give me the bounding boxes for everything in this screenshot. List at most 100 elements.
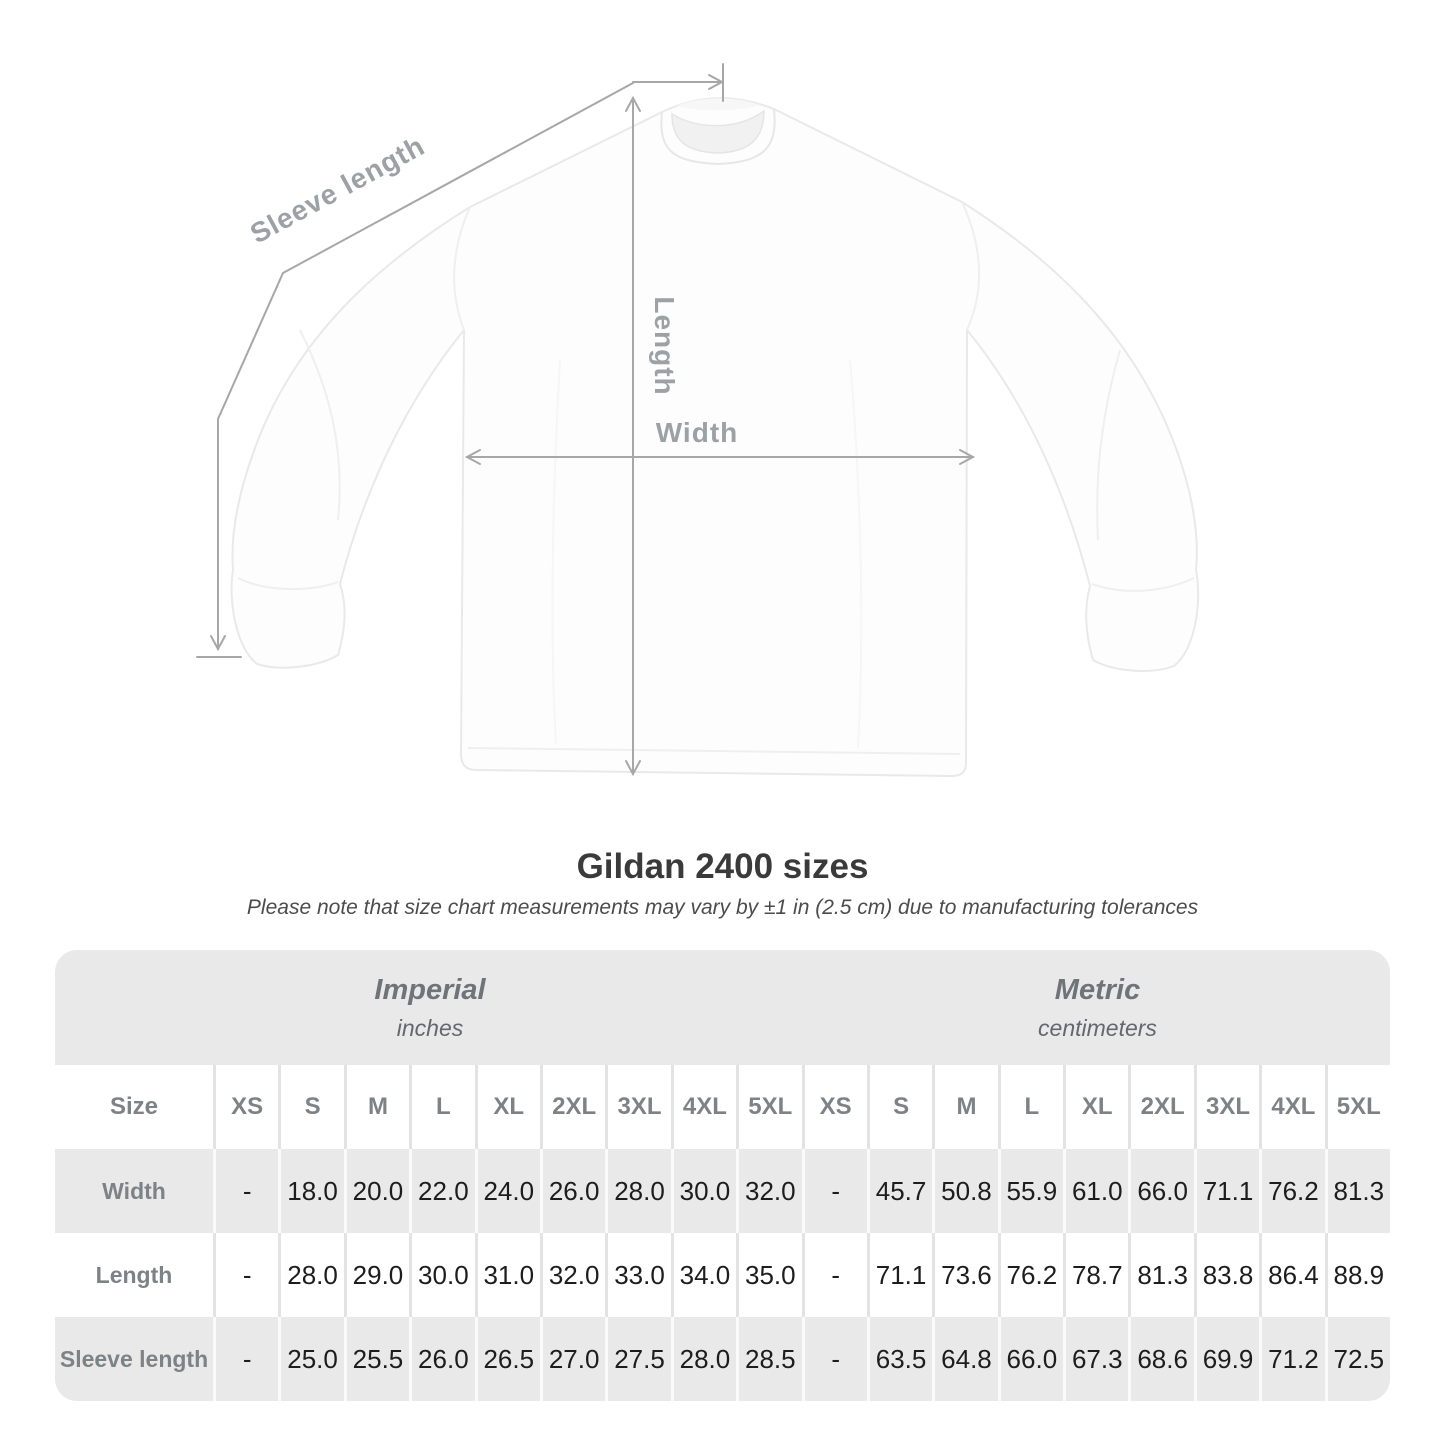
measurement-value-metric: 86.4 bbox=[1262, 1233, 1325, 1317]
arrowhead-up-icon bbox=[625, 95, 641, 112]
measurement-value-metric: 68.6 bbox=[1131, 1317, 1194, 1401]
measurement-value-imperial: - bbox=[216, 1149, 279, 1233]
page-title: Gildan 2400 sizes bbox=[576, 847, 869, 886]
measurement-value-metric: - bbox=[804, 1149, 867, 1233]
unit-header-band: Imperial inches Metric centimeters bbox=[55, 950, 1390, 1065]
size-row-label: Size bbox=[55, 1065, 213, 1149]
size-col-header-metric: XL bbox=[1066, 1065, 1129, 1149]
measurement-value-imperial: 35.0 bbox=[739, 1233, 802, 1317]
measurement-value-imperial: 32.0 bbox=[739, 1149, 802, 1233]
measurement-row-label: Sleeve length bbox=[55, 1317, 213, 1401]
measurement-value-imperial: 24.0 bbox=[477, 1149, 540, 1233]
length-row: Length -28.0 29.0 30.0 31.0 32.0 33.0 34.0 35.0-… bbox=[55, 1233, 1390, 1317]
measurement-value-imperial: 28.0 bbox=[608, 1149, 671, 1233]
measurement-value-imperial: 30.0 bbox=[673, 1149, 737, 1233]
measurement-value-metric: 76.2 bbox=[1262, 1149, 1325, 1233]
measurement-value-metric: 64.8 bbox=[935, 1317, 998, 1401]
size-col-header-imperial: 5XL bbox=[739, 1065, 802, 1149]
measurement-value-imperial: 20.0 bbox=[346, 1149, 410, 1233]
measurement-value-metric: - bbox=[804, 1233, 867, 1317]
measurement-value-metric: 61.0 bbox=[1066, 1149, 1129, 1233]
measurement-value-metric: 66.0 bbox=[1131, 1149, 1194, 1233]
width-row: Width -18.0 20.0 22.0 24.0 26.0 28.0 30.0 32.0-4… bbox=[55, 1149, 1390, 1233]
measurement-value-imperial: 18.0 bbox=[281, 1149, 344, 1233]
measurement-value-metric: 69.9 bbox=[1196, 1317, 1260, 1401]
size-table: Imperial inches Metric centimeters Size X… bbox=[55, 950, 1390, 1401]
measurement-row-label: Length bbox=[55, 1233, 213, 1317]
width-label: Width bbox=[656, 417, 739, 448]
size-col-header-imperial: S bbox=[281, 1065, 344, 1149]
measurement-value-metric: - bbox=[804, 1317, 867, 1401]
size-col-header-metric: M bbox=[935, 1065, 998, 1149]
measurement-value-metric: 76.2 bbox=[1000, 1233, 1064, 1317]
measurement-value-imperial: 33.0 bbox=[608, 1233, 671, 1317]
measurement-value-imperial: 28.0 bbox=[673, 1317, 737, 1401]
size-col-header-metric: S bbox=[869, 1065, 933, 1149]
length-label: Length bbox=[649, 296, 680, 395]
measurement-value-metric: 83.8 bbox=[1196, 1233, 1260, 1317]
shirt-collar bbox=[660, 98, 776, 166]
measurement-value-imperial: 34.0 bbox=[673, 1233, 737, 1317]
measurement-value-imperial: 27.0 bbox=[542, 1317, 606, 1401]
measurement-value-metric: 63.5 bbox=[869, 1317, 933, 1401]
measurement-value-metric: 50.8 bbox=[935, 1149, 998, 1233]
measurement-value-imperial: 25.5 bbox=[346, 1317, 410, 1401]
unit-header-metric: Metric centimeters bbox=[805, 950, 1390, 1065]
size-col-header-imperial: XL bbox=[477, 1065, 540, 1149]
measurement-value-metric: 71.2 bbox=[1262, 1317, 1325, 1401]
size-col-header-imperial: XS bbox=[216, 1065, 279, 1149]
measurement-value-metric: 66.0 bbox=[1000, 1317, 1064, 1401]
measurement-value-imperial: 26.5 bbox=[477, 1317, 540, 1401]
shirt-diagram: Sleeve length Length Width bbox=[196, 63, 1200, 777]
shirt-silhouette bbox=[230, 97, 1200, 777]
measurement-value-imperial: 28.5 bbox=[739, 1317, 802, 1401]
sleeve-length-label: Sleeve length bbox=[245, 130, 430, 250]
measurement-value-imperial: 22.0 bbox=[412, 1149, 475, 1233]
measurement-value-metric: 67.3 bbox=[1066, 1317, 1129, 1401]
size-col-header-metric: 2XL bbox=[1131, 1065, 1194, 1149]
metric-unit-label: centimeters bbox=[1038, 1014, 1157, 1041]
measurement-value-metric: 81.3 bbox=[1131, 1233, 1194, 1317]
measurement-value-imperial: 25.0 bbox=[281, 1317, 344, 1401]
imperial-unit-label: inches bbox=[396, 1014, 464, 1041]
size-col-header-metric: XS bbox=[804, 1065, 867, 1149]
measurement-value-imperial: 26.0 bbox=[542, 1149, 606, 1233]
measurement-value-metric: 73.6 bbox=[935, 1233, 998, 1317]
size-col-header-imperial: 3XL bbox=[608, 1065, 671, 1149]
size-header-row: Size XS S M L XL 2XL 3XL 4XL 5XL XS S M L XL 2XL 3XL 4XL 5… bbox=[55, 1065, 1390, 1149]
arrowhead-down-icon bbox=[625, 760, 641, 777]
measurement-row-label: Width bbox=[55, 1149, 213, 1233]
shirt-seams bbox=[237, 201, 1195, 755]
measurement-value-imperial: 28.0 bbox=[281, 1233, 344, 1317]
measurement-value-imperial: 29.0 bbox=[346, 1233, 410, 1317]
size-col-header-metric: 4XL bbox=[1262, 1065, 1325, 1149]
measurement-value-imperial: 26.0 bbox=[412, 1317, 475, 1401]
measurement-value-imperial: - bbox=[216, 1233, 279, 1317]
arrowhead-left-icon bbox=[464, 449, 481, 465]
sleeve-length-row: Sleeve length -25.0 25.5 26.0 26.5 27.0 27.5 28… bbox=[55, 1317, 1390, 1401]
imperial-label: Imperial bbox=[374, 973, 486, 1006]
size-col-header-metric: 3XL bbox=[1196, 1065, 1260, 1149]
measurement-value-imperial: 30.0 bbox=[412, 1233, 475, 1317]
sleeve-length-line bbox=[217, 82, 634, 650]
size-col-header-metric: L bbox=[1000, 1065, 1064, 1149]
tolerance-note: Please note that size chart measurements… bbox=[246, 896, 1199, 919]
measurement-value-metric: 72.5 bbox=[1327, 1317, 1390, 1401]
measurement-value-metric: 88.9 bbox=[1327, 1233, 1390, 1317]
measurement-value-metric: 81.3 bbox=[1327, 1149, 1390, 1233]
measurement-value-metric: 71.1 bbox=[869, 1233, 933, 1317]
unit-header-imperial: Imperial inches bbox=[55, 950, 805, 1065]
measurement-value-imperial: 32.0 bbox=[542, 1233, 606, 1317]
metric-label: Metric bbox=[1054, 973, 1141, 1006]
shirt-folds bbox=[551, 359, 863, 749]
measurement-value-metric: 78.7 bbox=[1066, 1233, 1129, 1317]
measurement-value-imperial: - bbox=[216, 1317, 279, 1401]
measurement-arrows bbox=[196, 63, 976, 777]
size-col-header-imperial: 4XL bbox=[673, 1065, 737, 1149]
measurement-value-metric: 45.7 bbox=[869, 1149, 933, 1233]
measurement-value-metric: 55.9 bbox=[1000, 1149, 1064, 1233]
size-col-header-imperial: M bbox=[346, 1065, 410, 1149]
measurement-value-metric: 71.1 bbox=[1196, 1149, 1260, 1233]
arrowhead-right-icon bbox=[959, 449, 976, 465]
